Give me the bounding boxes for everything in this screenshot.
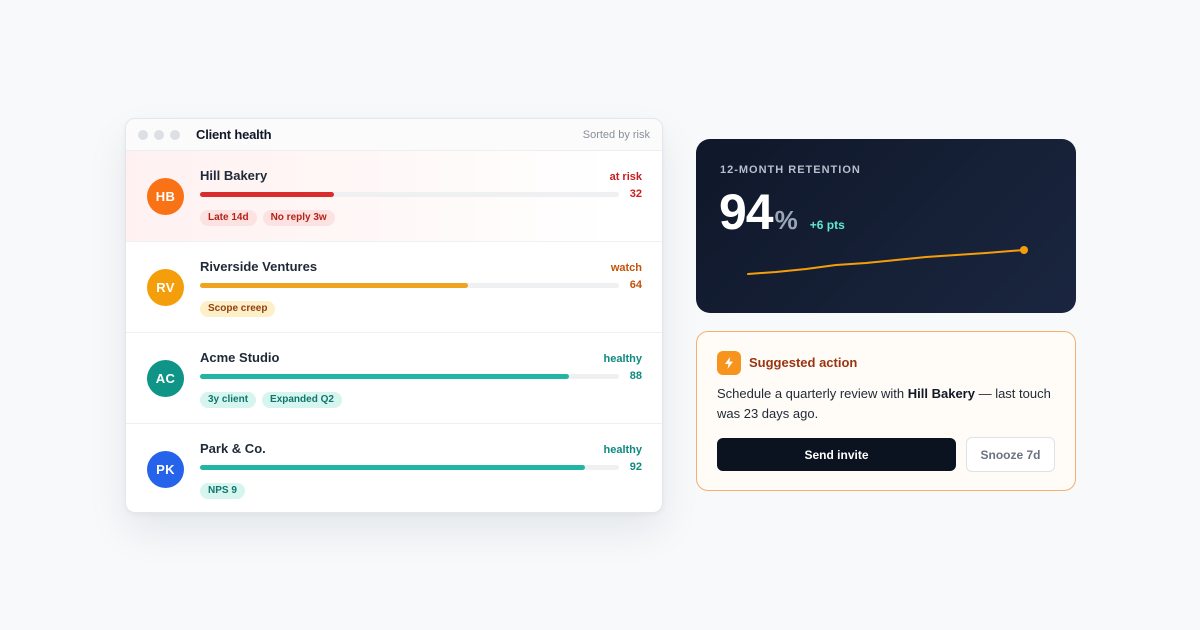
client-row[interactable]: AC Acme Studio healthy 88 3y client Expanded … xyxy=(126,333,662,424)
client-row[interactable]: HB Hill Bakery at risk 32 Late 14d No reply 3… xyxy=(126,151,662,242)
suggested-action-title: Suggested action xyxy=(749,355,858,370)
maximize-window-dot[interactable] xyxy=(170,129,180,140)
client-tag: No reply 3w xyxy=(262,210,335,226)
client-list: HB Hill Bakery at risk 32 Late 14d No reply 3… xyxy=(126,151,662,512)
suggestion-text-suffix: — last touch was 23 days ago. xyxy=(717,386,1051,421)
client-avatar: AC xyxy=(147,360,184,397)
window-controls xyxy=(138,129,180,140)
health-score: 92 xyxy=(629,461,642,473)
health-score: 88 xyxy=(629,370,642,382)
tag-list: NPS 9 xyxy=(200,483,245,499)
retention-delta: +6 pts xyxy=(809,218,845,232)
client-tag: NPS 9 xyxy=(200,483,245,499)
retention-card: 12-MONTH RETENTION 94 % +6 pts xyxy=(696,139,1076,313)
status-badge: at risk xyxy=(609,171,642,183)
retention-label: 12-MONTH RETENTION xyxy=(720,164,861,176)
sort-label[interactable]: Sorted by risk xyxy=(582,128,650,141)
sparkline-endpoint xyxy=(1020,246,1028,254)
suggestion-text-prefix: Schedule a quarterly review with xyxy=(717,386,908,401)
health-bar-fill xyxy=(200,374,569,379)
tag-list: 3y client Expanded Q2 xyxy=(200,392,342,408)
client-tag: Scope creep xyxy=(200,301,276,317)
sparkline-path xyxy=(747,249,1025,275)
suggested-action-card: Suggested action Schedule a quarterly re… xyxy=(696,331,1076,491)
client-avatar: RV xyxy=(147,269,184,306)
window-title: Client health xyxy=(196,127,272,142)
client-avatar: PK xyxy=(147,451,184,488)
retention-unit: % xyxy=(774,205,798,235)
close-window-dot[interactable] xyxy=(138,129,148,140)
client-avatar: HB xyxy=(147,178,184,215)
retention-sparkline xyxy=(747,246,1028,275)
tag-list: Late 14d No reply 3w xyxy=(200,210,335,226)
health-bar-fill xyxy=(200,192,335,197)
health-score: 64 xyxy=(629,279,642,291)
suggestion-client-name: Hill Bakery xyxy=(907,386,975,401)
client-row[interactable]: PK Park & Co. healthy 92 NPS 9 xyxy=(126,424,662,512)
status-badge: healthy xyxy=(603,444,642,456)
client-tag: Expanded Q2 xyxy=(262,392,342,408)
suggested-action-body: Schedule a quarterly review with Hill Ba… xyxy=(717,384,1057,424)
tag-list: Scope creep xyxy=(200,301,276,317)
health-bar xyxy=(200,283,619,288)
health-bar-fill xyxy=(200,283,469,288)
lightning-bolt-glyph xyxy=(725,357,733,369)
client-name: Hill Bakery xyxy=(200,168,268,183)
client-name: Riverside Ventures xyxy=(200,259,318,274)
retention-metric: 94 % +6 pts xyxy=(719,184,845,240)
client-tag: 3y client xyxy=(200,392,257,408)
client-tag: Late 14d xyxy=(200,210,257,226)
send-invite-button[interactable]: Send invite xyxy=(717,438,956,471)
health-bar xyxy=(200,374,619,379)
client-name: Acme Studio xyxy=(200,350,280,365)
health-bar xyxy=(200,192,619,197)
health-bar-fill xyxy=(200,465,586,470)
health-score: 32 xyxy=(629,188,642,200)
window-titlebar: Client health Sorted by risk xyxy=(126,119,662,151)
client-row[interactable]: RV Riverside Ventures watch 64 Scope creep xyxy=(126,242,662,333)
status-badge: watch xyxy=(610,262,642,274)
client-health-window: Client health Sorted by risk HB Hill Bake… xyxy=(125,118,663,513)
status-badge: healthy xyxy=(603,353,642,365)
lightning-bolt-icon xyxy=(717,351,741,375)
health-bar xyxy=(200,465,619,470)
retention-value: 94 xyxy=(719,184,774,240)
client-name: Park & Co. xyxy=(200,441,266,456)
minimize-window-dot[interactable] xyxy=(154,129,164,140)
snooze-button[interactable]: Snooze 7d xyxy=(966,437,1055,472)
